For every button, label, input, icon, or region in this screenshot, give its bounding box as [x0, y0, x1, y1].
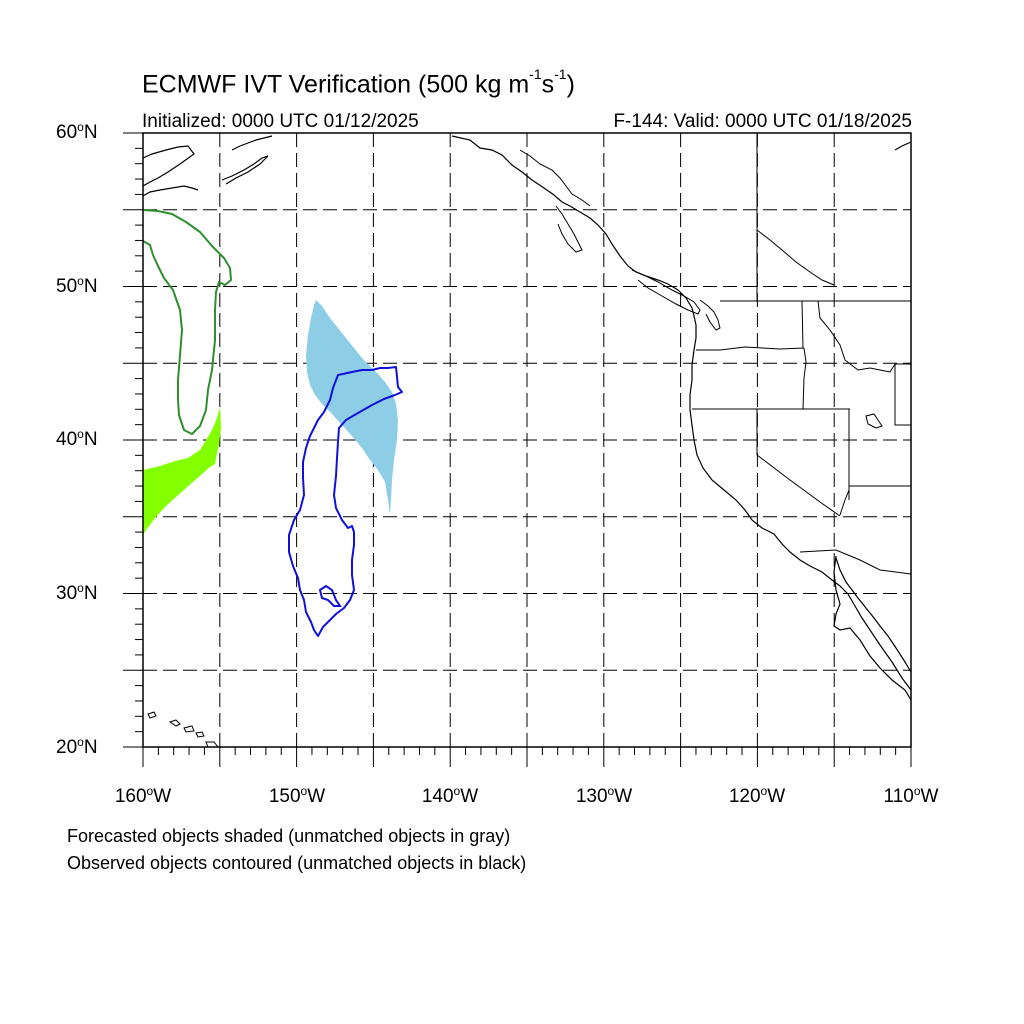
map-frame: [142, 132, 912, 748]
forecast-object-matched: [306, 300, 398, 515]
footnote-observed: Observed objects contoured (unmatched ob…: [67, 853, 527, 873]
hawaii-island-1: [147, 711, 157, 719]
lat-label-60: 60oN: [56, 120, 98, 143]
border-wa-id: [801, 300, 804, 349]
lat-label-50: 50oN: [56, 274, 98, 297]
coastline-alaska-2: [221, 155, 269, 185]
hawaii-island-2: [168, 719, 181, 727]
border-canada-provinces-2: [756, 229, 835, 286]
coastline-puget: [699, 299, 721, 331]
border-id-mt: [817, 300, 896, 373]
initialized-label: Initialized: 0000 UTC 01/12/2025: [142, 111, 419, 132]
coastline-hudson: [894, 141, 911, 151]
lon-label-150: 150oW: [268, 784, 326, 807]
coastline-bc-islands: [555, 205, 583, 253]
coastline-archipelago: [519, 149, 591, 207]
title-suffix: ): [566, 70, 575, 99]
coastline-alaska-4: [143, 185, 199, 197]
coastline-alaska-3: [231, 135, 273, 151]
graticule: [143, 133, 911, 747]
title-exponent-2: -1: [554, 66, 567, 82]
coastline-baja: [835, 557, 911, 673]
title-prefix: ECMWF IVT Verification (500 kg m: [142, 70, 530, 99]
hawaii-island-4: [195, 731, 205, 738]
border-nv-az: [839, 489, 850, 516]
forecast-object-other: [143, 407, 221, 535]
lon-label-120: 120oW: [728, 784, 786, 807]
footnote-forecast: Forecasted objects shaded (unmatched obj…: [67, 826, 511, 846]
title-mid: s: [541, 70, 555, 99]
title-exponent-1: -1: [529, 66, 542, 82]
axis-ticks: [123, 132, 912, 767]
lon-label-130: 130oW: [575, 784, 633, 807]
observed-object-matched: [288, 366, 403, 637]
map-title: ECMWF IVT Verification (500 kg m-1s-1): [142, 66, 575, 99]
coastline-vancouver-island: [631, 269, 701, 315]
lat-label-30: 30oN: [56, 581, 98, 604]
lat-label-40: 40oN: [56, 427, 98, 450]
observed-object-other: [143, 209, 232, 435]
coastline-north-america: [451, 135, 911, 691]
hawaii-island-5: [205, 741, 219, 747]
observed-object-matched-hole: [318, 584, 342, 607]
border-id-or: [802, 347, 807, 410]
valid-label: F-144: Valid: 0000 UTC 01/18/2025: [613, 111, 912, 132]
lat-label-20: 20oN: [56, 735, 98, 758]
border-ca-nv: [756, 409, 841, 517]
lon-label-140: 140oW: [421, 784, 479, 807]
border-wa-or: [696, 346, 805, 351]
hawaii-island-3: [183, 725, 195, 733]
border-wy: [894, 363, 911, 426]
lon-label-110: 110oW: [883, 784, 939, 807]
coastline-alaska: [143, 145, 195, 187]
great-salt-lake: [865, 413, 883, 429]
coastline-gulf-california: [833, 555, 911, 701]
lon-label-160: 160oW: [114, 784, 172, 807]
border-us-mexico: [799, 549, 911, 575]
